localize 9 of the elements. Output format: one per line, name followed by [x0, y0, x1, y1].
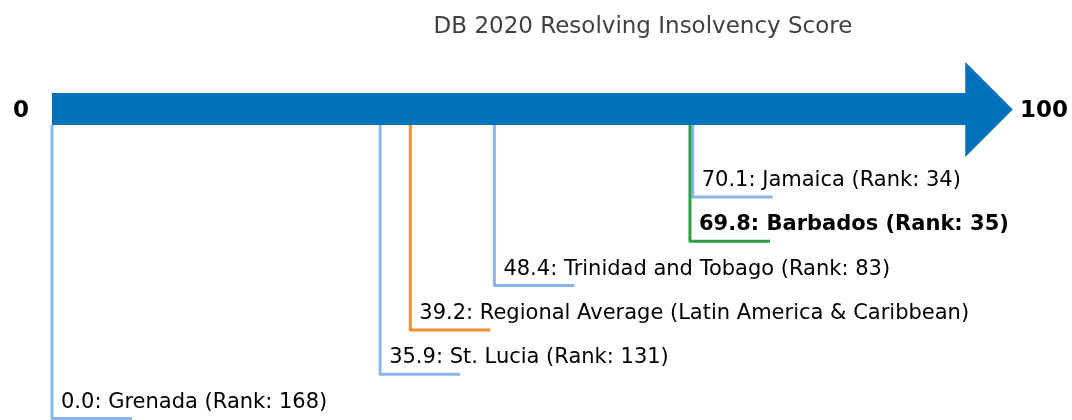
data-label: 69.8: Barbados (Rank: 35): [698, 211, 1009, 236]
text: DB 2020 Resolving Insolvency Score: [433, 12, 853, 38]
data-label: 70.1: Jamaica (Rank: 34): [701, 167, 961, 191]
data-label: 0.0: Grenada (Rank: 168): [61, 388, 328, 413]
text: 100: [1020, 95, 1069, 122]
data-label: 48.4: Trinidad and Tobago (Rank: 83): [503, 255, 891, 280]
data-label: 39.2: Regional Average (Latin America & Caribbean): [419, 299, 970, 324]
data-label: 35.9: St. Lucia (Rank: 131): [389, 344, 669, 369]
text: 0: [12, 95, 29, 122]
